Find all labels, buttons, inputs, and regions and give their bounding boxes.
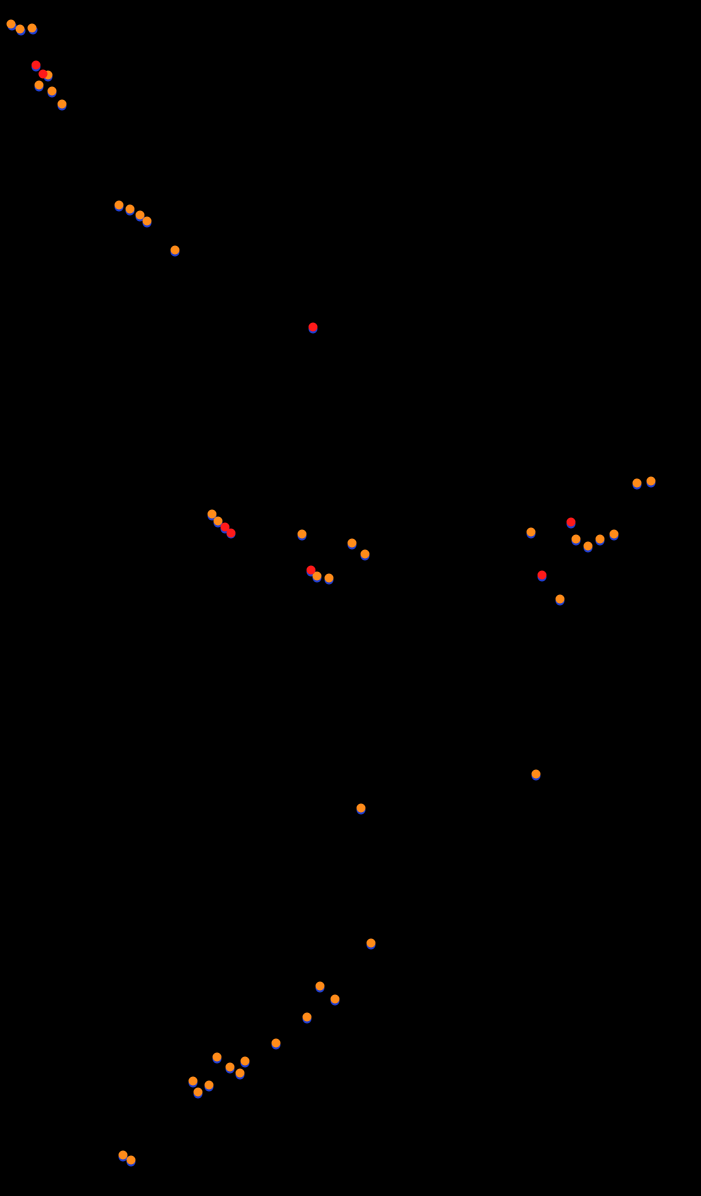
scatter-point [48, 87, 57, 96]
scatter-point [194, 1088, 203, 1097]
scatter-point [596, 535, 605, 544]
scatter-point [647, 477, 656, 486]
scatter-point [126, 205, 135, 214]
scatter-point [572, 535, 581, 544]
scatter-point [143, 217, 152, 226]
scatter-point [307, 566, 316, 575]
scatter-point [303, 1013, 312, 1022]
scatter-point [567, 518, 576, 527]
scatter-point [35, 81, 44, 90]
scatter-point [272, 1039, 281, 1048]
scatter-point [316, 982, 325, 991]
scatter-point [115, 201, 124, 210]
scatter-point [213, 1053, 222, 1062]
scatter-point [7, 20, 16, 29]
scatter-point [361, 550, 370, 559]
scatter-point [16, 25, 25, 34]
scatter-point [556, 595, 565, 604]
scatter-point [227, 529, 236, 538]
scatter-point [610, 530, 619, 539]
scatter-point [298, 530, 307, 539]
scatter-point [39, 70, 48, 79]
scatter-point [28, 24, 37, 33]
scatter-point [226, 1063, 235, 1072]
scatter-point [171, 246, 180, 255]
scatter-point [236, 1069, 245, 1078]
scatter-point [633, 479, 642, 488]
scatter-point [205, 1081, 214, 1090]
scatter-point [357, 804, 366, 813]
scatter-point [538, 571, 547, 580]
scatter-point [32, 61, 41, 70]
scatter-point [325, 574, 334, 583]
scatter-point [527, 528, 536, 537]
scatter-point [367, 939, 376, 948]
scatter-point [584, 542, 593, 551]
scatter-point [348, 539, 357, 548]
scatter-point [189, 1077, 198, 1086]
scatter-point [331, 995, 340, 1004]
scatter-point [532, 770, 541, 779]
scatter-point [309, 323, 318, 332]
scatter-point [58, 100, 67, 109]
scatter-chart [0, 0, 701, 1196]
scatter-point [241, 1057, 250, 1066]
scatter-point [127, 1156, 136, 1165]
